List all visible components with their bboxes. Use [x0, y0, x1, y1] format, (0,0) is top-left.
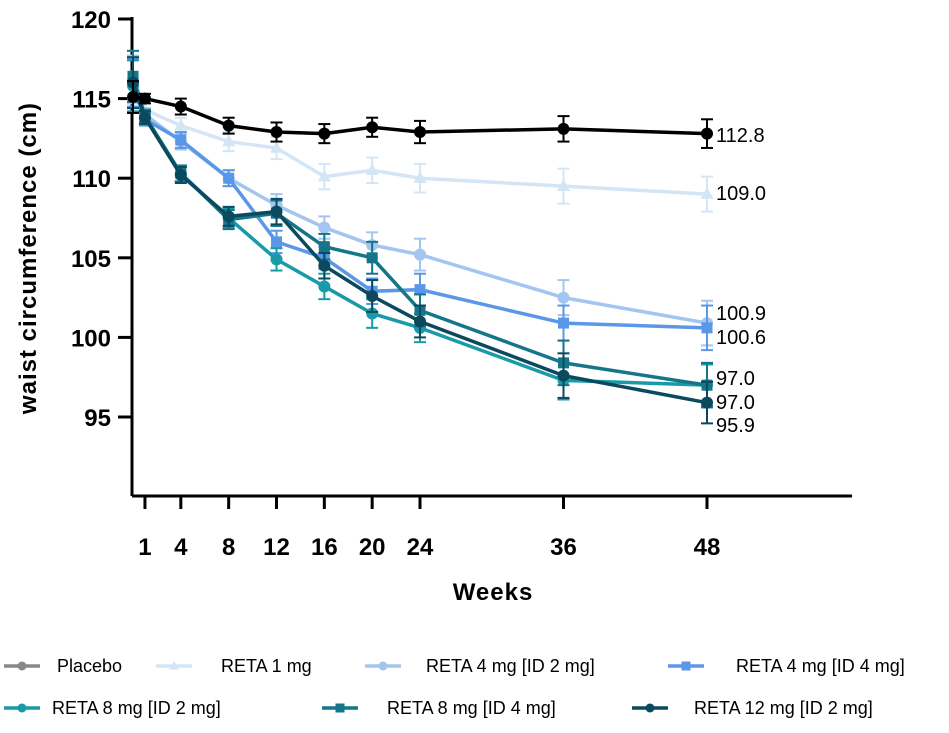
data-point [270, 205, 283, 218]
data-point [269, 141, 284, 153]
y-tick-label: 95 [84, 405, 111, 432]
end-value-label: 95.9 [716, 415, 755, 437]
data-point [174, 118, 188, 131]
data-point [366, 290, 379, 303]
legend-label: RETA 4 mg [ID 4 mg] [736, 656, 905, 676]
data-point [366, 121, 379, 134]
data-point [223, 172, 235, 184]
x-tick-label: 20 [359, 534, 386, 561]
legend-label: RETA 4 mg [ID 2 mg] [426, 656, 595, 676]
data-point [138, 111, 151, 124]
data-point [270, 253, 283, 266]
data-point [222, 119, 235, 132]
data-point [556, 179, 571, 191]
data-point [222, 210, 235, 223]
legend-swatch-marker [378, 661, 388, 671]
legend-swatch-marker [169, 660, 179, 670]
data-point [318, 221, 331, 234]
x-tick-label: 1 [138, 534, 151, 561]
legend-swatch-marker [645, 703, 655, 713]
data-point [413, 171, 427, 183]
x-tick-label: 8 [222, 534, 235, 561]
x-axis-label: Weeks [453, 579, 534, 606]
series-layer [126, 49, 714, 425]
end-value-label: 97.0 [716, 368, 755, 390]
legend-swatch-marker [335, 703, 345, 713]
data-point [222, 134, 236, 147]
legend-item: Placebo [4, 656, 122, 676]
series-reta-8-mg-id-4-mg [127, 49, 713, 409]
legend-label: Placebo [57, 656, 122, 676]
data-point [414, 126, 426, 139]
y-axis-label: waist circumference (cm) [15, 102, 42, 415]
legend: Placebo RETA 1 mg RETA 4 mg [ID 2 mg] RETA … [4, 656, 905, 718]
legend-swatch-marker [681, 661, 691, 671]
data-point [174, 100, 187, 113]
data-point [318, 259, 331, 272]
legend-swatch-marker [17, 703, 27, 713]
x-tick-label: 16 [311, 534, 338, 561]
legend-item: RETA 1 mg [156, 656, 312, 676]
data-point [557, 291, 570, 304]
x-tick-label: 4 [174, 534, 188, 561]
data-point [174, 169, 187, 182]
end-value-label: 100.9 [716, 303, 766, 325]
data-point [414, 284, 426, 296]
y-tick-label: 105 [71, 246, 111, 273]
x-tick-label: 48 [694, 534, 721, 561]
legend-label: RETA 8 mg [ID 2 mg] [52, 698, 221, 718]
x-tick-label: 36 [550, 534, 577, 561]
data-point [318, 241, 330, 253]
y-tick-label: 120 [71, 7, 111, 34]
y-tick-label: 100 [71, 325, 111, 352]
x-tick-label: 24 [407, 534, 434, 561]
x-tick-label: 12 [263, 534, 290, 561]
data-point [557, 369, 570, 382]
legend-item: RETA 8 mg [ID 4 mg] [322, 698, 556, 718]
data-point [365, 163, 379, 176]
legend-item: RETA 4 mg [ID 2 mg] [365, 656, 595, 676]
series-line [131, 82, 708, 330]
data-point [414, 315, 426, 328]
data-point [701, 322, 713, 334]
y-tick-label: 110 [72, 166, 111, 193]
y-tick-label: 115 [72, 87, 111, 114]
series-line [132, 95, 708, 136]
series-line [131, 82, 708, 405]
legend-label: RETA 8 mg [ID 4 mg] [387, 698, 556, 718]
end-value-label: 109.0 [716, 183, 766, 205]
data-point [271, 236, 282, 248]
end-value-label: 112.8 [716, 125, 765, 147]
legend-label: RETA 12 mg [ID 2 mg] [694, 698, 873, 718]
data-point [558, 317, 569, 329]
data-point [318, 280, 331, 293]
legend-item: RETA 4 mg [ID 4 mg] [668, 656, 905, 676]
data-point [318, 127, 331, 140]
data-point [700, 187, 714, 199]
series-reta-8-mg-id-2-mg [127, 59, 713, 407]
legend-item: RETA 8 mg [ID 2 mg] [4, 698, 221, 718]
legend-swatch-marker [17, 661, 27, 671]
data-point [366, 307, 379, 320]
data-point [557, 122, 570, 135]
data-point [127, 91, 139, 104]
series-placebo [127, 80, 713, 149]
data-point [317, 169, 331, 182]
data-point [414, 248, 426, 261]
data-point [270, 126, 283, 139]
data-point [138, 92, 151, 105]
legend-item: RETA 12 mg [ID 2 mg] [632, 698, 873, 718]
series-line [131, 74, 708, 196]
data-point [701, 127, 713, 140]
data-point [366, 252, 378, 264]
data-point [175, 134, 187, 146]
legend-label: RETA 1 mg [221, 656, 312, 676]
data-point [701, 396, 713, 409]
end-value-label: 100.6 [716, 327, 766, 349]
end-value-label: 97.0 [716, 392, 755, 414]
